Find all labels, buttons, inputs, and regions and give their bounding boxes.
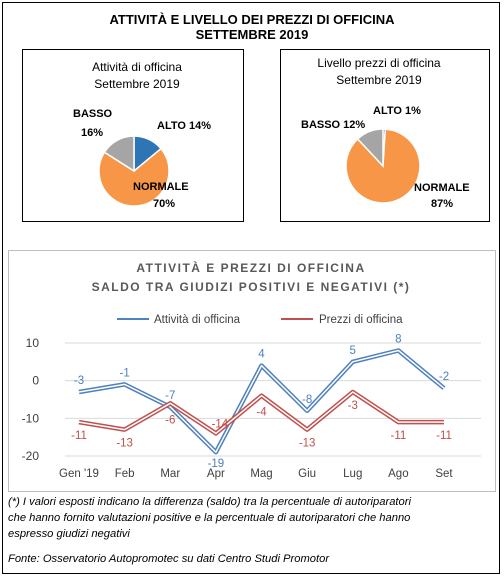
series-line-0-inner — [78, 349, 445, 453]
data-label-series-0: -19 — [208, 458, 225, 470]
y-tick-label: -20 — [22, 449, 40, 463]
data-label-series-0: -3 — [74, 375, 84, 387]
data-label-series-1: -11 — [71, 430, 87, 442]
pie1-slice-basso — [103, 135, 135, 173]
x-tick-label: Ago — [388, 468, 408, 480]
pie1-label-alto: ALTO 14% — [157, 120, 211, 132]
pie2-slice-basso — [356, 128, 384, 168]
pie1-label-normale-line2: 70% — [153, 198, 175, 210]
data-label-series-1: -13 — [116, 438, 133, 450]
x-tick-label: Apr — [207, 468, 225, 480]
pie-chart-activity: Attività di officina Settembre 2019 ALTO… — [22, 49, 244, 222]
page-frame — [2, 2, 500, 574]
data-label-series-0: -7 — [165, 390, 175, 402]
y-tick-label: 0 — [32, 374, 39, 388]
pie1-title-line1: Attività di officina — [92, 60, 182, 74]
line-chart-title-line1: ATTIVITÀ E PREZZI DI OFFICINA — [136, 260, 365, 275]
pie2-title-line1: Livello prezzi di officina — [317, 56, 441, 70]
pie2-label-normale-line2: 87% — [431, 198, 453, 210]
main-title-line1: ATTIVITÀ E LIVELLO DEI PREZZI DI OFFICIN… — [109, 12, 395, 27]
data-label-series-0: -8 — [302, 394, 312, 406]
pie1-label-normale-line1: NORMALE — [133, 181, 189, 193]
legend-label-activity: Attività di officina — [154, 314, 241, 326]
data-label-series-0: 5 — [350, 345, 356, 357]
pie-chart-prices-svg: Livello prezzi di officina Settembre 201… — [301, 56, 470, 210]
data-label-series-1: -11 — [390, 430, 406, 442]
data-label-series-0: 4 — [258, 349, 265, 361]
pie2-label-basso: BASSO 12% — [301, 119, 365, 131]
line-chart-box: ATTIVITÀ E PREZZI DI OFFICINA SALDO TRA … — [8, 250, 496, 492]
source-note: Fonte: Osservatorio Autopromotec su dati… — [8, 553, 330, 565]
x-tick-label: Mag — [250, 468, 272, 480]
pie1-slice-normale — [98, 147, 170, 207]
x-tick-label: Mar — [160, 468, 180, 480]
pie2-title-line2: Settembre 2019 — [336, 73, 422, 87]
x-tick-label: Gen '19 — [59, 468, 99, 480]
x-tick-label: Lug — [343, 468, 362, 480]
main-title-line2: SETTEMBRE 2019 — [195, 27, 309, 42]
pie1-title-line2: Settembre 2019 — [94, 77, 180, 91]
x-tick-label: Giu — [298, 468, 316, 480]
y-tick-label: 10 — [26, 336, 40, 350]
x-tick-label: Set — [435, 468, 453, 480]
pie2-label-normale-line1: NORMALE — [414, 182, 470, 194]
pie-chart-activity-svg: Attività di officina Settembre 2019 ALTO… — [73, 60, 211, 210]
line-chart-title-line2: SALDO TRA GIUDIZI POSITIVI E NEGATIVI (*… — [92, 280, 411, 294]
data-label-series-1: -3 — [348, 400, 358, 412]
line-chart-svg: ATTIVITÀ E PREZZI DI OFFICINA SALDO TRA … — [22, 260, 481, 480]
pie1-label-basso-line1: BASSO — [73, 108, 113, 120]
x-tick-label: Feb — [115, 468, 135, 480]
data-label-series-1: -14 — [212, 418, 229, 430]
legend-label-prices: Prezzi di officina — [319, 314, 403, 326]
footnote-line2: che hanno fornito valutazioni positive e… — [8, 512, 411, 524]
data-label-series-1: -11 — [436, 430, 452, 442]
legend: Attività di officina Prezzi di officina — [117, 314, 403, 326]
footnote-line1: (*) I valori esposti indicano la differe… — [8, 496, 411, 508]
data-label-series-0: 8 — [395, 334, 401, 346]
footnote-line3: espresso giudizi negativi — [8, 528, 130, 540]
data-label-series-1: -6 — [165, 414, 175, 426]
data-label-series-1: -4 — [256, 407, 267, 419]
pie-chart-prices: Livello prezzi di officina Settembre 201… — [280, 49, 490, 222]
data-label-series-1: -13 — [299, 438, 316, 450]
pie2-label-alto: ALTO 1% — [373, 105, 421, 117]
series-line-1-inner — [78, 391, 444, 435]
pie1-label-basso-line2: 16% — [81, 127, 103, 139]
data-label-series-0: -2 — [439, 371, 449, 383]
data-label-series-0: -1 — [120, 367, 130, 379]
y-tick-label: -10 — [22, 411, 40, 425]
